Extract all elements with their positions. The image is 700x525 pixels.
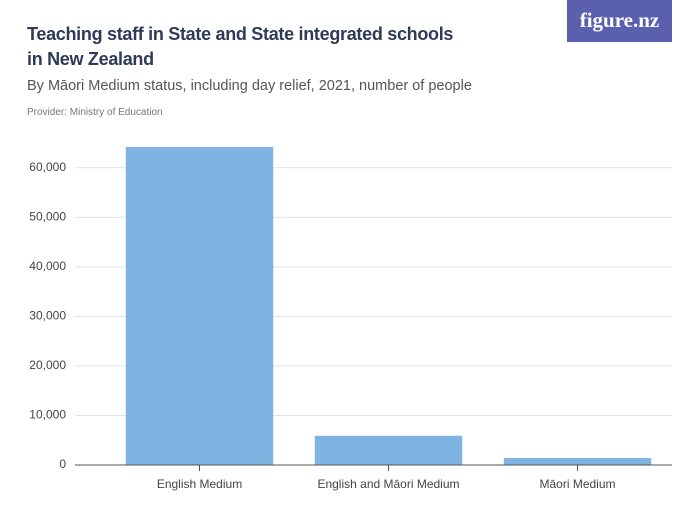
y-tick-label: 0 (59, 457, 66, 471)
chart-subtitle: By Māori Medium status, including day re… (27, 78, 472, 94)
y-tick-label: 50,000 (29, 209, 66, 223)
bar (314, 435, 463, 465)
y-tick-label: 20,000 (29, 358, 66, 372)
bar (125, 146, 274, 465)
chart-title: Teaching staff in State and State integr… (27, 24, 454, 69)
provider: Provider: Ministry of Education (27, 107, 163, 118)
y-tick-label: 30,000 (29, 309, 66, 323)
y-tick-label: 60,000 (29, 160, 66, 174)
x-tick-label: Māori Medium (539, 477, 615, 491)
logo[interactable]: figure.nz (567, 0, 672, 42)
x-tick-label: English Medium (157, 477, 242, 491)
y-tick-label: 40,000 (29, 259, 66, 273)
x-tick-label: English and Māori Medium (317, 477, 459, 491)
y-tick-label: 10,000 (29, 408, 66, 422)
bar (503, 458, 652, 465)
